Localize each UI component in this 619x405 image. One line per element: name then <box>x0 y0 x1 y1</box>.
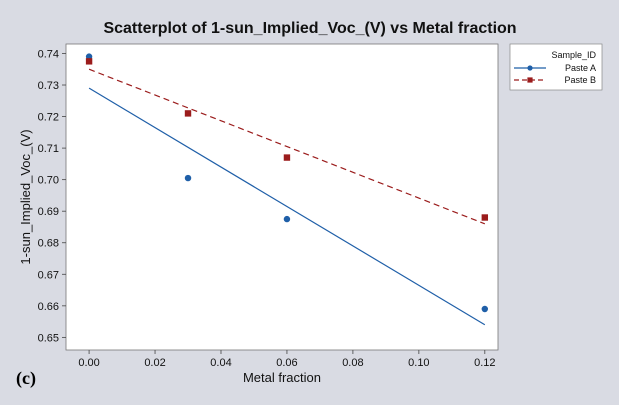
x-tick-label: 0.02 <box>144 357 165 369</box>
data-point-paste-b <box>85 58 93 65</box>
data-point-paste-a <box>283 215 291 223</box>
y-tick-label: 0.72 <box>38 112 59 124</box>
y-tick-label: 0.66 <box>38 301 59 313</box>
legend-label-paste-a: Paste A <box>565 63 596 73</box>
y-tick-label: 0.68 <box>38 238 59 250</box>
legend: Sample_ID Paste A Paste B <box>509 43 603 91</box>
y-tick-label: 0.67 <box>38 269 59 281</box>
y-tick-label: 0.74 <box>38 48 59 60</box>
y-tick-label: 0.71 <box>38 143 59 155</box>
x-tick-label: 0.06 <box>276 357 297 369</box>
panel-label: (c) <box>16 368 36 389</box>
y-tick-label: 0.65 <box>38 332 59 344</box>
legend-box <box>509 43 603 91</box>
legend-label-paste-b: Paste B <box>564 75 596 85</box>
data-point-paste-a <box>481 305 489 313</box>
x-axis-label: Metal fraction <box>243 370 321 385</box>
x-tick-label: 0.10 <box>408 357 429 369</box>
data-point-paste-b <box>184 110 192 117</box>
legend-marker-paste-a <box>527 65 533 71</box>
y-tick-label: 0.73 <box>38 80 59 92</box>
y-tick-label: 0.69 <box>38 206 59 218</box>
x-tick-label: 0.04 <box>210 357 231 369</box>
x-axis: 0.00 0.02 0.04 0.06 0.08 0.10 0.12 <box>78 350 496 369</box>
plot-area <box>65 43 499 351</box>
legend-marker-paste-b <box>527 77 533 83</box>
fit-line-paste-b <box>88 68 486 225</box>
x-tick-label: 0.12 <box>474 357 495 369</box>
data-point-paste-a <box>184 174 192 182</box>
data-point-paste-b <box>481 214 489 221</box>
legend-title: Sample_ID <box>551 50 596 60</box>
x-tick-label: 0.08 <box>342 357 363 369</box>
fit-lines <box>88 68 486 326</box>
x-tick-label: 0.00 <box>78 357 99 369</box>
y-axis: 0.65 0.66 0.67 0.68 0.69 0.70 0.71 0.72 0.73 0.74 <box>38 48 66 344</box>
y-axis-label: 1-sun_Implied_Voc_(V) <box>18 129 33 264</box>
fit-line-paste-a <box>88 87 486 326</box>
data-points <box>85 53 489 313</box>
data-point-paste-b <box>283 154 291 161</box>
y-tick-label: 0.70 <box>38 175 59 187</box>
chart-title: Scatterplot of 1-sun_Implied_Voc_(V) vs … <box>103 20 516 37</box>
